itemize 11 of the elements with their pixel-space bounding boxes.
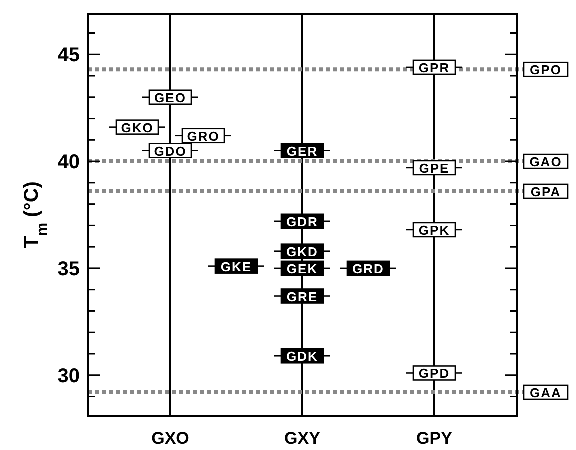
y-tick-label: 30 (58, 365, 80, 388)
ref-line-label: GPA (530, 184, 562, 200)
y-tick-label: 45 (58, 44, 80, 67)
y-tick-label: 40 (58, 152, 80, 174)
x-tick-label: GXY (284, 429, 322, 448)
ref-line-label: GAA (530, 385, 562, 400)
ref-line-label: GAO (530, 154, 562, 170)
x-tick-label: GPY (416, 429, 454, 448)
x-tick-label: GXO (152, 429, 190, 448)
y-tick-label: 35 (58, 258, 80, 280)
ref-line-label: GPO (530, 62, 562, 78)
